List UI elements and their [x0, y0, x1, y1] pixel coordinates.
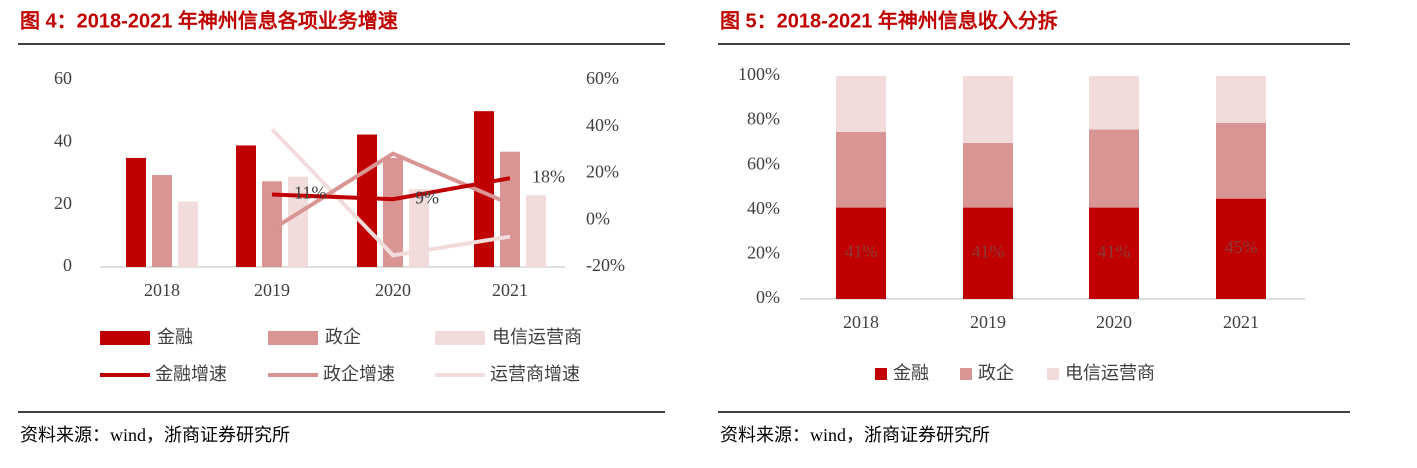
source: 资料来源：wind，浙商证券研究所 — [720, 425, 990, 445]
data-label: 45% — [1225, 237, 1258, 257]
legend-label: 电信运营商 — [492, 327, 582, 347]
chart-title: 图 4：2018-2021 年神州信息各项业务增速 — [20, 8, 398, 32]
x-tick-label: 2019 — [970, 312, 1006, 332]
data-label: 41% — [972, 241, 1005, 261]
y-tick-label: 100% — [738, 64, 780, 84]
y-tick-label: 40% — [747, 198, 780, 218]
line — [270, 127, 511, 258]
bar-segment — [1089, 129, 1139, 208]
chart-title: 图 5：2018-2021 年神州信息收入分拆 — [720, 8, 1058, 32]
y-tick-label: 60 — [54, 68, 72, 88]
legend-swatch — [435, 331, 485, 345]
x-tick-label: 2019 — [254, 280, 290, 300]
bar — [288, 176, 308, 267]
y2-tick-label: -20% — [586, 255, 625, 275]
source: 资料来源：wind，浙商证券研究所 — [20, 425, 290, 445]
y2-tick-label: 0% — [586, 208, 610, 228]
bar — [126, 157, 146, 267]
data-label: 9% — [415, 187, 439, 207]
bar — [178, 201, 198, 267]
bar-segment — [1089, 76, 1139, 130]
legend-label: 政企 — [978, 363, 1014, 383]
x-tick-label: 2021 — [492, 280, 528, 300]
x-tick-label: 2020 — [1096, 312, 1132, 332]
bar — [474, 111, 494, 268]
legend-label: 电信运营商 — [1065, 363, 1155, 383]
bar — [500, 151, 520, 267]
bar-segment — [1216, 122, 1266, 199]
bar — [526, 195, 546, 267]
legend-swatch — [960, 368, 972, 380]
legend-label: 政企 — [325, 327, 361, 347]
y-tick-label: 20% — [747, 243, 780, 263]
y2-tick-label: 40% — [586, 115, 619, 135]
data-label: 18% — [532, 166, 565, 186]
legend-swatch — [100, 331, 150, 345]
legend-label: 运营商增速 — [490, 364, 580, 384]
x-tick-label: 2020 — [375, 280, 411, 300]
data-label: 41% — [845, 241, 878, 261]
legend-swatch — [268, 331, 318, 345]
legend-swatch — [1047, 368, 1059, 380]
data-label: 41% — [1098, 241, 1131, 261]
bar-segment — [836, 131, 886, 208]
y2-tick-label: 20% — [586, 162, 619, 182]
bar-segment — [1089, 207, 1139, 299]
line — [271, 176, 511, 202]
x-tick-label: 2021 — [1223, 312, 1259, 332]
legend-label: 金融增速 — [155, 364, 227, 384]
bar-segment — [836, 76, 886, 132]
y-tick-label: 60% — [747, 153, 780, 173]
bar — [357, 134, 377, 267]
y-tick-label: 0% — [756, 287, 780, 307]
legend-label: 金融 — [893, 363, 929, 383]
bar — [383, 157, 403, 267]
bar-segment — [963, 207, 1013, 299]
data-label: 11% — [294, 183, 326, 203]
y-tick-label: 0 — [63, 255, 72, 275]
bar-segment — [963, 76, 1013, 143]
bar-segment — [963, 142, 1013, 208]
y-tick-label: 40 — [54, 130, 72, 150]
y2-tick-label: 60% — [586, 68, 619, 88]
legend-label: 金融 — [157, 327, 193, 347]
y-tick-label: 80% — [747, 109, 780, 129]
bar — [152, 175, 172, 267]
bar — [409, 189, 429, 267]
legend-label: 政企增速 — [323, 364, 395, 384]
bar — [236, 145, 256, 267]
bar-segment — [836, 207, 886, 299]
bar — [262, 181, 282, 267]
bar-segment — [1216, 198, 1266, 299]
y-tick-label: 20 — [54, 193, 72, 213]
x-tick-label: 2018 — [144, 280, 180, 300]
x-tick-label: 2018 — [843, 312, 879, 332]
legend-swatch — [875, 368, 887, 380]
bar-segment — [1216, 76, 1266, 123]
